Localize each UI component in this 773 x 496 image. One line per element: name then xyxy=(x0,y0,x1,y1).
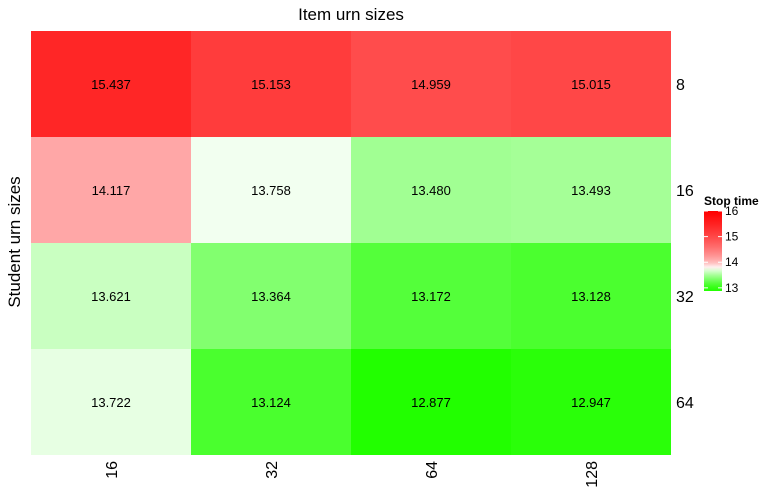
y-tick-labels: 8 16 32 64 xyxy=(676,77,694,412)
x-tick-label: 128 xyxy=(584,461,601,488)
x-tick-label: 16 xyxy=(104,461,121,479)
heatmap-cell xyxy=(511,137,671,243)
cell-value-label: 13.128 xyxy=(571,289,611,304)
x-tick-label: 32 xyxy=(264,461,281,479)
cell-value-label: 14.117 xyxy=(92,183,131,198)
heatmap-cell xyxy=(511,349,671,455)
cell-value-label: 13.172 xyxy=(411,289,451,304)
legend-tick-label: 14 xyxy=(725,255,739,269)
x-tick-labels: 16 32 64 128 xyxy=(104,461,601,488)
heatmap-cell xyxy=(351,137,511,243)
legend-colorbar xyxy=(704,211,722,291)
legend-tick-label: 15 xyxy=(725,230,739,244)
legend-tick-label: 16 xyxy=(725,204,739,218)
heatmap-cell xyxy=(511,243,671,349)
cell-value-label: 13.493 xyxy=(571,183,611,198)
color-legend: Stop time 16 15 14 13 xyxy=(704,194,759,295)
cell-value-label: 13.124 xyxy=(251,395,291,410)
cell-value-label: 13.480 xyxy=(411,183,451,198)
x-tick-label: 64 xyxy=(424,461,441,479)
cell-value-label: 13.364 xyxy=(251,289,291,304)
heatmap-cell xyxy=(351,31,511,137)
cell-value-label: 15.015 xyxy=(571,77,611,92)
heatmap-cell xyxy=(31,137,191,243)
heatmap-cell xyxy=(351,243,511,349)
heatmap-cell xyxy=(511,31,671,137)
y-tick-label: 64 xyxy=(676,395,694,412)
cell-value-label: 15.153 xyxy=(251,77,291,92)
heatmap-cell xyxy=(191,243,351,349)
y-axis-label: Student urn sizes xyxy=(5,176,24,307)
y-tick-label: 32 xyxy=(676,289,694,306)
heatmap-cell xyxy=(31,243,191,349)
cell-value-label: 14.959 xyxy=(411,77,451,92)
heatmap-cell xyxy=(351,349,511,455)
heatmap-cells: 15.437 15.153 14.959 15.015 14.117 13.758 13.4… xyxy=(31,31,671,455)
cell-value-label: 13.621 xyxy=(91,289,131,304)
legend-tick-label: 13 xyxy=(725,281,739,295)
heatmap-cell xyxy=(31,349,191,455)
y-tick-label: 8 xyxy=(676,77,685,94)
y-tick-label: 16 xyxy=(676,183,694,200)
legend-ticks: 16 15 14 13 xyxy=(704,204,739,295)
cell-value-label: 13.722 xyxy=(91,395,131,410)
cell-value-label: 15.437 xyxy=(91,77,131,92)
chart-title: Item urn sizes xyxy=(298,5,404,24)
heatmap-cell xyxy=(191,137,351,243)
cell-value-label: 13.758 xyxy=(251,183,291,198)
heatmap-cell xyxy=(31,31,191,137)
heatmap-cell xyxy=(191,349,351,455)
heatmap-cell xyxy=(191,31,351,137)
cell-value-label: 12.947 xyxy=(571,395,611,410)
legend-title: Stop time xyxy=(704,194,759,208)
cell-value-label: 12.877 xyxy=(411,395,451,410)
